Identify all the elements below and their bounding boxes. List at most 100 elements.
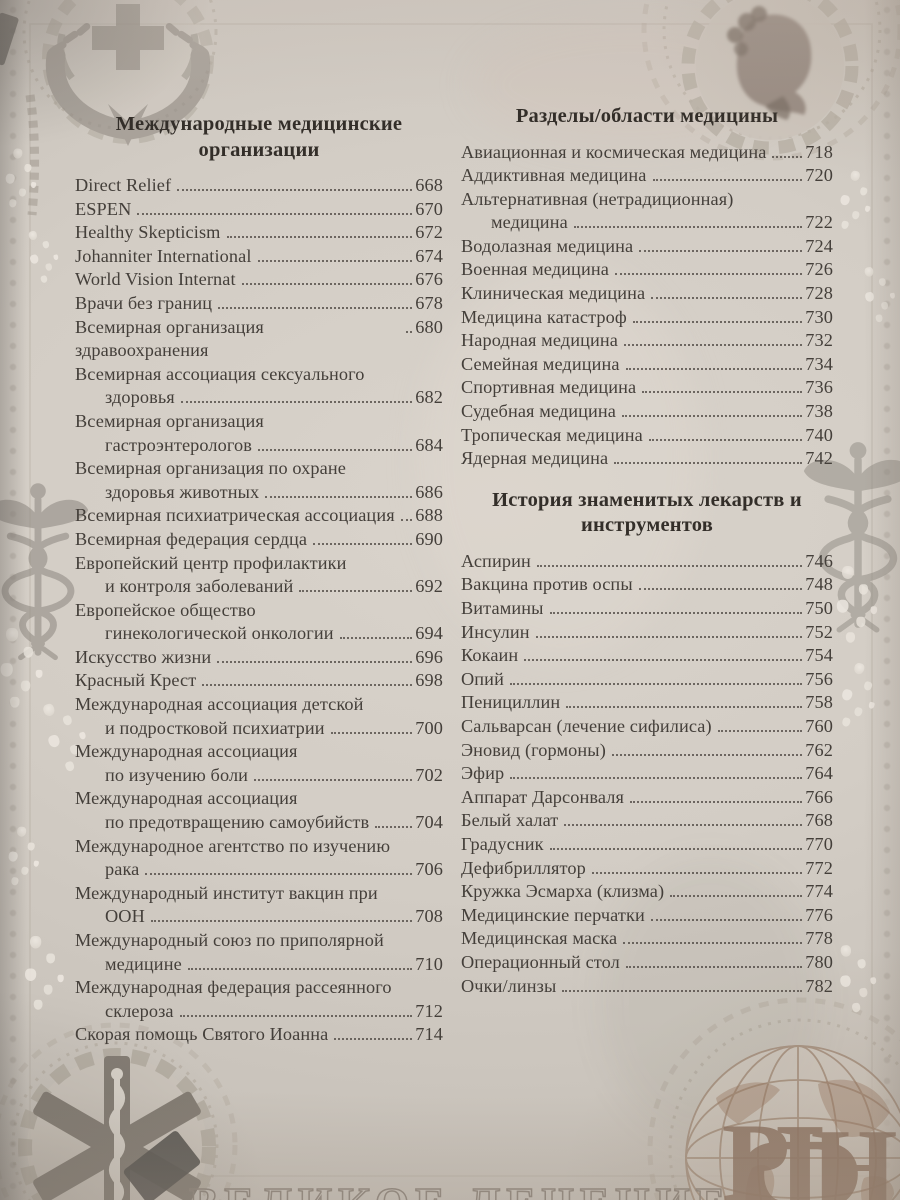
toc-entry-title: Direct Relief — [75, 175, 172, 195]
dot-leader — [670, 895, 803, 898]
toc-entry-title: Аппарат Дарсонваля — [461, 786, 624, 807]
toc-entry-title: Медицинская маска — [461, 928, 618, 949]
toc-entry: Опий 756 — [461, 668, 833, 692]
toc-entry-title: Кружка Эсмарха (клизма) — [461, 881, 665, 902]
toc-entry-title: Johanniter International — [75, 245, 252, 266]
toc-entry-title: по изучению боли — [105, 764, 249, 785]
dot-leader — [265, 495, 413, 498]
page-number: 768 — [805, 810, 833, 831]
toc-entry: Авиационная и космическая медицина 718 — [461, 141, 833, 165]
section-heading-international-organizations: Международные медицинские организации — [115, 113, 403, 161]
page-number: 742 — [805, 448, 833, 469]
toc-entry-title: Международная ассоциация — [75, 788, 298, 809]
toc-list-international-organizations: Direct Relief 668 ESPEN 670 Healthy Skeptici… — [75, 174, 443, 1047]
photo-shadow-patch — [122, 1129, 202, 1200]
toc-entry-title: Красный Крест — [75, 670, 197, 691]
dot-leader — [258, 448, 413, 451]
toc-entry-title: Сальварсан (лечение сифилиса) — [461, 715, 712, 736]
page-number: 680 — [415, 316, 443, 337]
dot-leader — [202, 684, 413, 687]
page-number: 694 — [415, 623, 443, 644]
dot-leader — [179, 1014, 413, 1017]
toc-entry-title: Народная медицина — [461, 330, 618, 351]
toc-entry: Аппарат Дарсонваля 766 — [461, 786, 833, 810]
toc-entry-title: Скорая помощь Святого Иоанна — [75, 1024, 329, 1045]
toc-entry-title: Ядерная медицина — [461, 448, 609, 469]
page-number: 782 — [805, 975, 833, 996]
dot-leader — [639, 249, 803, 252]
toc-column-right: Разделы/области медицины Авиационная и к… — [461, 104, 833, 998]
toc-entry-title: здоровья животных — [105, 481, 260, 502]
toc-entry-title: Белый халат — [461, 810, 559, 831]
page-number: 688 — [415, 505, 443, 526]
toc-entry: Европейский центр профилактики и контроля… — [75, 552, 443, 599]
dot-leader — [549, 612, 803, 614]
toc-entry: Искусство жизни 696 — [75, 646, 443, 670]
dot-leader — [648, 438, 803, 441]
dot-leader — [524, 659, 803, 662]
toc-entry-title: по предотвращению самоубийств — [105, 812, 370, 833]
toc-entry-title: Всемирная организация здравоохранения — [75, 316, 269, 361]
toc-entry: Семейная медицина 734 — [461, 353, 833, 377]
dot-leader — [632, 320, 803, 323]
dot-leader — [564, 824, 803, 827]
page-number: 672 — [415, 222, 443, 243]
page-number: 748 — [805, 574, 833, 595]
toc-entry-title: и контроля заболеваний — [105, 576, 294, 597]
toc-entry: Direct Relief 668 — [75, 174, 443, 198]
dot-leader — [625, 367, 803, 370]
toc-entry: Военная медицина 726 — [461, 258, 833, 282]
dot-leader — [257, 259, 413, 262]
page-number: 728 — [805, 283, 833, 304]
page-number: 678 — [415, 292, 443, 313]
dot-leader — [651, 297, 803, 300]
dot-leader — [406, 330, 413, 333]
toc-entry: World Vision Internat 676 — [75, 268, 443, 292]
dot-leader — [549, 847, 803, 850]
page-number: 750 — [805, 598, 833, 618]
toc-list-medicine-fields: Авиационная и космическая медицина 718 Адд… — [461, 141, 833, 471]
toc-column-left: Международные медицинские организации Di… — [75, 112, 443, 1047]
page-number: 774 — [805, 881, 833, 902]
toc-entry-title: Очки/линзы — [461, 975, 557, 996]
page-number: 668 — [415, 175, 443, 195]
toc-entry: Витамины 750 — [461, 597, 833, 621]
toc-entry: Аддиктивная медицина 720 — [461, 164, 833, 188]
page-number: 770 — [805, 833, 833, 854]
page-number: 686 — [415, 481, 443, 502]
dot-leader — [614, 273, 803, 276]
dot-leader — [573, 226, 803, 229]
toc-entry: Медицина катастроф 730 — [461, 306, 833, 330]
page-number: 706 — [415, 859, 443, 880]
toc-entry-title: Эфир — [461, 763, 505, 784]
toc-entry: Аспирин 746 — [461, 550, 833, 574]
page-number: 764 — [805, 763, 833, 784]
toc-entry: Инсулин 752 — [461, 621, 833, 645]
toc-entry-title: Международный институт вакцин при — [75, 882, 378, 903]
dot-leader — [510, 777, 803, 780]
page-number: 698 — [415, 670, 443, 691]
toc-entry: Всемирная ассоциация сексуального здоровь… — [75, 363, 443, 410]
toc-entry: Пенициллин 758 — [461, 691, 833, 715]
toc-entry: Всемирная организация по охране здоровья … — [75, 457, 443, 504]
page-number: 726 — [805, 259, 833, 280]
toc-entry: Красный Крест 698 — [75, 669, 443, 693]
dot-leader — [650, 918, 803, 921]
dot-leader — [772, 155, 803, 158]
toc-entry-title: Водолазная медицина — [461, 235, 634, 256]
toc-entry: Сальварсан (лечение сифилиса) 760 — [461, 715, 833, 739]
dot-leader — [535, 635, 803, 638]
page-number: 756 — [805, 668, 833, 689]
dot-leader — [562, 989, 803, 992]
page-number: 690 — [415, 528, 443, 549]
lace-border-left — [0, 0, 26, 1200]
toc-entry-title: Международная ассоциация — [75, 741, 298, 762]
toc-entry: Международное агентство по изучению рака 7… — [75, 835, 443, 882]
dot-leader — [177, 189, 413, 191]
toc-entry: Тропическая медицина 740 — [461, 424, 833, 448]
page-number: 754 — [805, 645, 833, 666]
page-number: 772 — [805, 857, 833, 878]
toc-entry: Международная ассоциация детской и подрос… — [75, 693, 443, 740]
dot-leader — [638, 588, 803, 591]
toc-entry-title: Международное агентство по изучению — [75, 835, 391, 856]
